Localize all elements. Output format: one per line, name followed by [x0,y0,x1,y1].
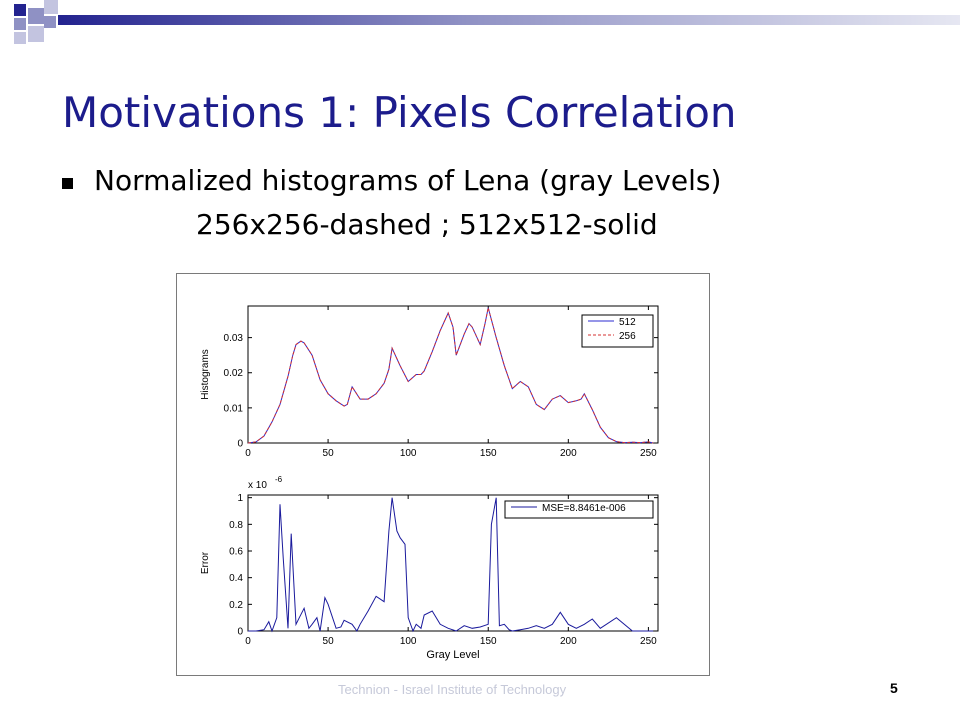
deco-square [28,8,44,24]
y-axis-label: Histograms [200,349,211,400]
deco-square [14,4,26,16]
series-line-256 [247,307,654,444]
legend-entry-label: 512 [619,317,636,328]
y-tick-label: 0.02 [224,368,244,379]
x-tick-label: 0 [245,636,251,647]
x-tick-label: 250 [640,448,657,459]
decorative-header-bar [58,15,960,25]
deco-square [28,26,44,42]
scale-factor-exponent: -6 [275,475,283,484]
legend-box [581,314,654,348]
y-tick-label: 0.8 [229,520,243,531]
page-number: 5 [890,680,898,696]
x-tick-label: 50 [323,448,335,459]
scale-factor-label: x 10 [248,480,267,491]
x-tick-label: 150 [480,636,497,647]
y-axis-label: Error [200,551,211,574]
y-tick-label: 0.6 [229,547,243,558]
x-tick-label: 200 [560,448,577,459]
slide-title: Motivations 1: Pixels Correlation [62,88,737,137]
histogram-figure: 0 50 100 150 200 25000.010.020.03Histograms51… [200,305,659,661]
x-tick-label: 0 [245,448,251,459]
x-tick-label: 200 [560,636,577,647]
y-tick-label: 0.4 [229,573,243,584]
x-axis-label: Gray Level [426,649,479,661]
deco-square [44,16,56,28]
deco-square [44,0,58,14]
x-tick-label: 250 [640,636,657,647]
legend-entry-label: MSE=8.8461e-006 [542,503,626,514]
deco-square [14,32,26,44]
bullet-text-line-2: 256x256-dashed ; 512x512-solid [196,208,658,241]
footer-text: Technion - Israel Institute of Technolog… [338,682,567,697]
y-tick-label: 0.2 [229,600,243,611]
x-tick-label: 100 [400,448,417,459]
bullet-text-line-1: Normalized histograms of Lena (gray Leve… [94,164,722,197]
y-tick-label: 0 [237,627,243,638]
series-line-mse-8-8461e-006 [248,497,654,633]
y-tick-label: 0 [237,439,243,450]
bullet-square-icon [62,178,73,189]
figure-frame: 0 50 100 150 200 250 0 0.01 0.02 0.03 Histograms 51… [176,273,710,676]
x-tick-label: 100 [400,636,417,647]
legend-box [504,500,654,519]
x-tick-label: 50 [323,636,335,647]
y-tick-label: 1 [237,493,243,504]
x-tick-label: 150 [480,448,497,459]
legend-entry-label: 256 [619,331,636,342]
y-tick-label: 0.03 [224,333,244,344]
y-tick-label: 0.01 [224,403,244,414]
deco-square [14,18,26,30]
